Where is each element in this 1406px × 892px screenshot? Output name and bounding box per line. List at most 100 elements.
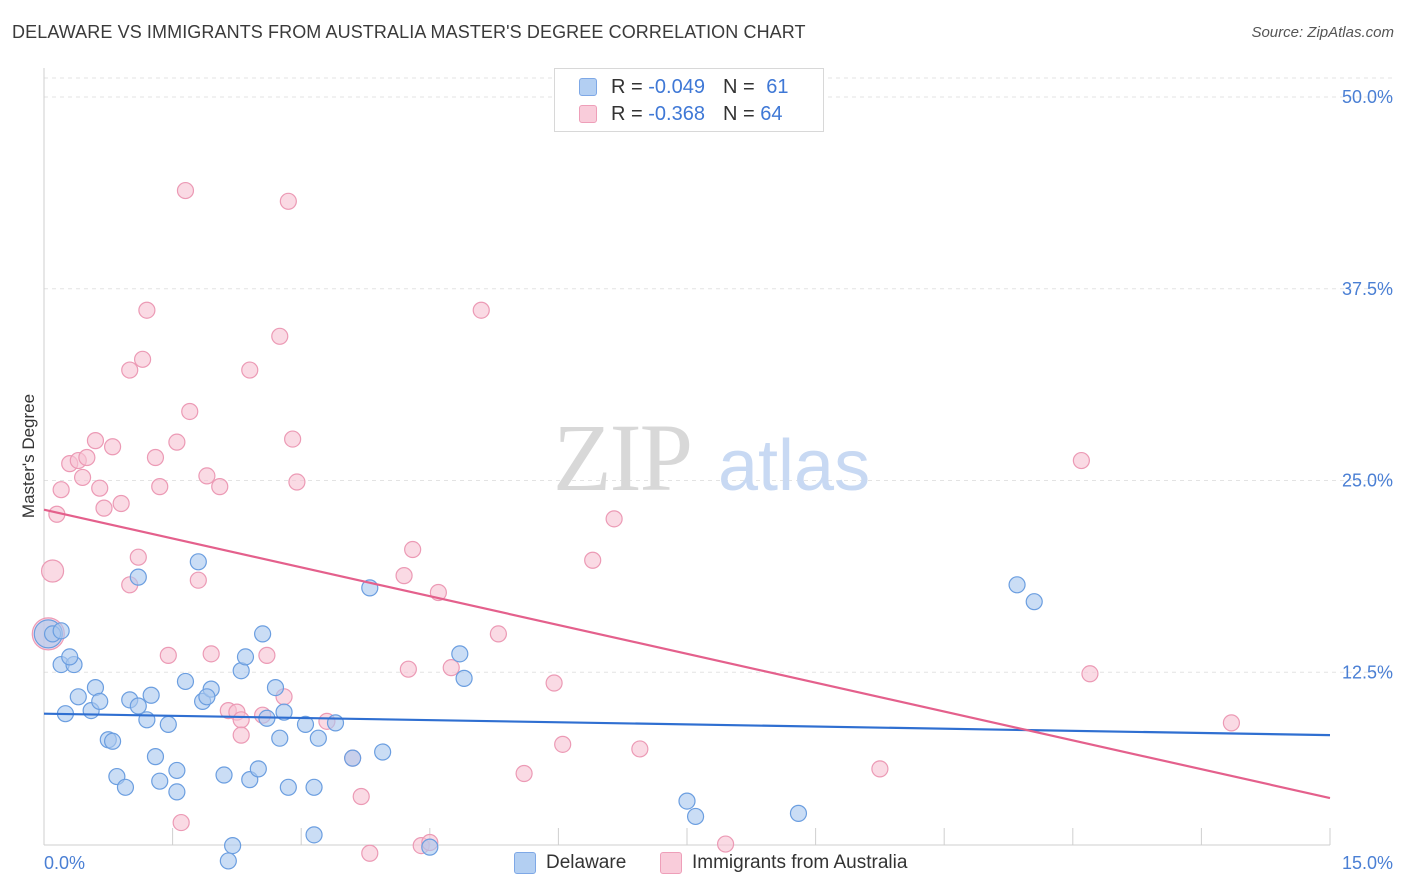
watermark-atlas: atlas	[718, 426, 870, 506]
australia-point	[103, 438, 122, 456]
australia-point	[91, 479, 109, 497]
series-delaware-points	[33, 553, 1043, 870]
australia-trend-line	[43, 508, 1331, 800]
delaware-point	[309, 729, 327, 747]
delaware-point	[176, 672, 195, 691]
delaware-point	[305, 778, 323, 796]
delaware-point	[789, 804, 808, 822]
delaware-point	[1008, 576, 1026, 594]
delaware-point	[421, 838, 439, 856]
correlation-legend: R = -0.049 N = 61 R = -0.368 N = 64	[554, 68, 824, 132]
y-tick-label: 12.5%	[1342, 662, 1393, 682]
australia-point	[198, 467, 216, 485]
delaware-point	[374, 743, 392, 761]
delaware-point	[61, 648, 79, 666]
delaware-point	[344, 749, 362, 767]
delaware-point	[168, 761, 186, 780]
legend-n-value: 64	[760, 102, 783, 125]
delaware-point	[129, 697, 147, 715]
y-tick-label: 37.5%	[1342, 279, 1393, 299]
watermark-zip: ZIP	[553, 404, 691, 511]
legend-n-label: N =	[722, 102, 761, 125]
delaware-point	[103, 732, 122, 750]
australia-point	[584, 551, 602, 569]
delaware-point	[279, 778, 297, 796]
australia-point	[129, 548, 147, 566]
australia-point	[1072, 451, 1090, 470]
delaware-point	[224, 836, 242, 855]
bottom-legend-label: Delaware	[546, 852, 627, 873]
bottom-legend-swatch-blue	[514, 852, 536, 874]
legend-n-value: 61	[766, 75, 789, 98]
australia-point	[554, 735, 572, 753]
australia-point	[515, 764, 533, 783]
delaware-point	[254, 625, 272, 643]
delaware-point	[305, 826, 323, 844]
australia-point	[86, 432, 105, 450]
australia-point	[211, 478, 229, 496]
y-tick-label: 50.0%	[1342, 87, 1393, 107]
delaware-point	[142, 686, 160, 704]
australia-point	[288, 473, 306, 491]
australia-point	[271, 327, 289, 345]
australia-point	[176, 181, 195, 200]
tick-labels: 12.5% 25.0% 37.5% 50.0% 0.0% 15.0%	[44, 87, 1393, 873]
legend-r-label: R =	[611, 75, 649, 98]
australia-point	[605, 510, 623, 528]
australia-point	[871, 760, 889, 778]
y-tick-label: 25.0%	[1342, 471, 1393, 491]
delaware-point	[219, 852, 237, 870]
x-tick-label: 15.0%	[1342, 853, 1393, 873]
delaware-point	[236, 648, 255, 666]
australia-point	[189, 571, 207, 589]
delaware-point	[326, 714, 345, 732]
delaware-point	[686, 807, 705, 826]
australia-point	[1222, 714, 1241, 732]
australia-point	[202, 645, 220, 663]
legend-row-australia: R = -0.368 N = 64	[579, 101, 782, 127]
delaware-point	[1025, 593, 1043, 611]
bottom-legend-australia: Immigrants from Australia	[660, 852, 907, 874]
legend-n-label: N =	[722, 75, 761, 98]
australia-point	[40, 559, 65, 583]
bottom-legend-delaware: Delaware	[514, 852, 626, 874]
delaware-point	[146, 748, 165, 766]
delaware-point	[151, 772, 169, 790]
australia-point	[232, 726, 250, 744]
delaware-point	[91, 692, 109, 710]
trend-lines	[43, 508, 1331, 800]
delaware-point	[275, 703, 293, 721]
delaware-point	[296, 715, 315, 734]
australia-point	[241, 361, 259, 379]
australia-point	[172, 813, 190, 832]
series-australia-points	[31, 181, 1241, 862]
australia-point	[284, 430, 302, 448]
chart-title: DELAWARE VS IMMIGRANTS FROM AUSTRALIA MA…	[12, 22, 806, 42]
bottom-legend-label: Immigrants from Australia	[692, 852, 908, 873]
delaware-point	[168, 783, 186, 801]
delaware-point	[129, 568, 147, 586]
legend-swatch-pink	[579, 105, 597, 123]
australia-point	[138, 301, 156, 319]
delaware-trend-line	[43, 712, 1331, 737]
australia-point	[545, 674, 563, 692]
delaware-point	[69, 688, 87, 706]
australia-point	[95, 499, 113, 517]
australia-point	[73, 468, 92, 487]
australia-point	[1081, 665, 1099, 683]
australia-point	[395, 567, 413, 585]
chart-source: Source: ZipAtlas.com	[1251, 24, 1394, 41]
delaware-point	[271, 729, 289, 747]
australia-point	[442, 659, 460, 677]
legend-r-value: -0.049	[648, 75, 705, 98]
y-axis-label: Master's Degree	[19, 394, 38, 518]
delaware-point	[159, 715, 177, 734]
delaware-point	[52, 622, 70, 640]
delaware-point	[116, 778, 135, 796]
australia-point	[232, 711, 250, 729]
delaware-point	[451, 645, 469, 663]
australia-point	[146, 448, 165, 467]
australia-point	[258, 646, 276, 664]
australia-point	[112, 494, 130, 513]
